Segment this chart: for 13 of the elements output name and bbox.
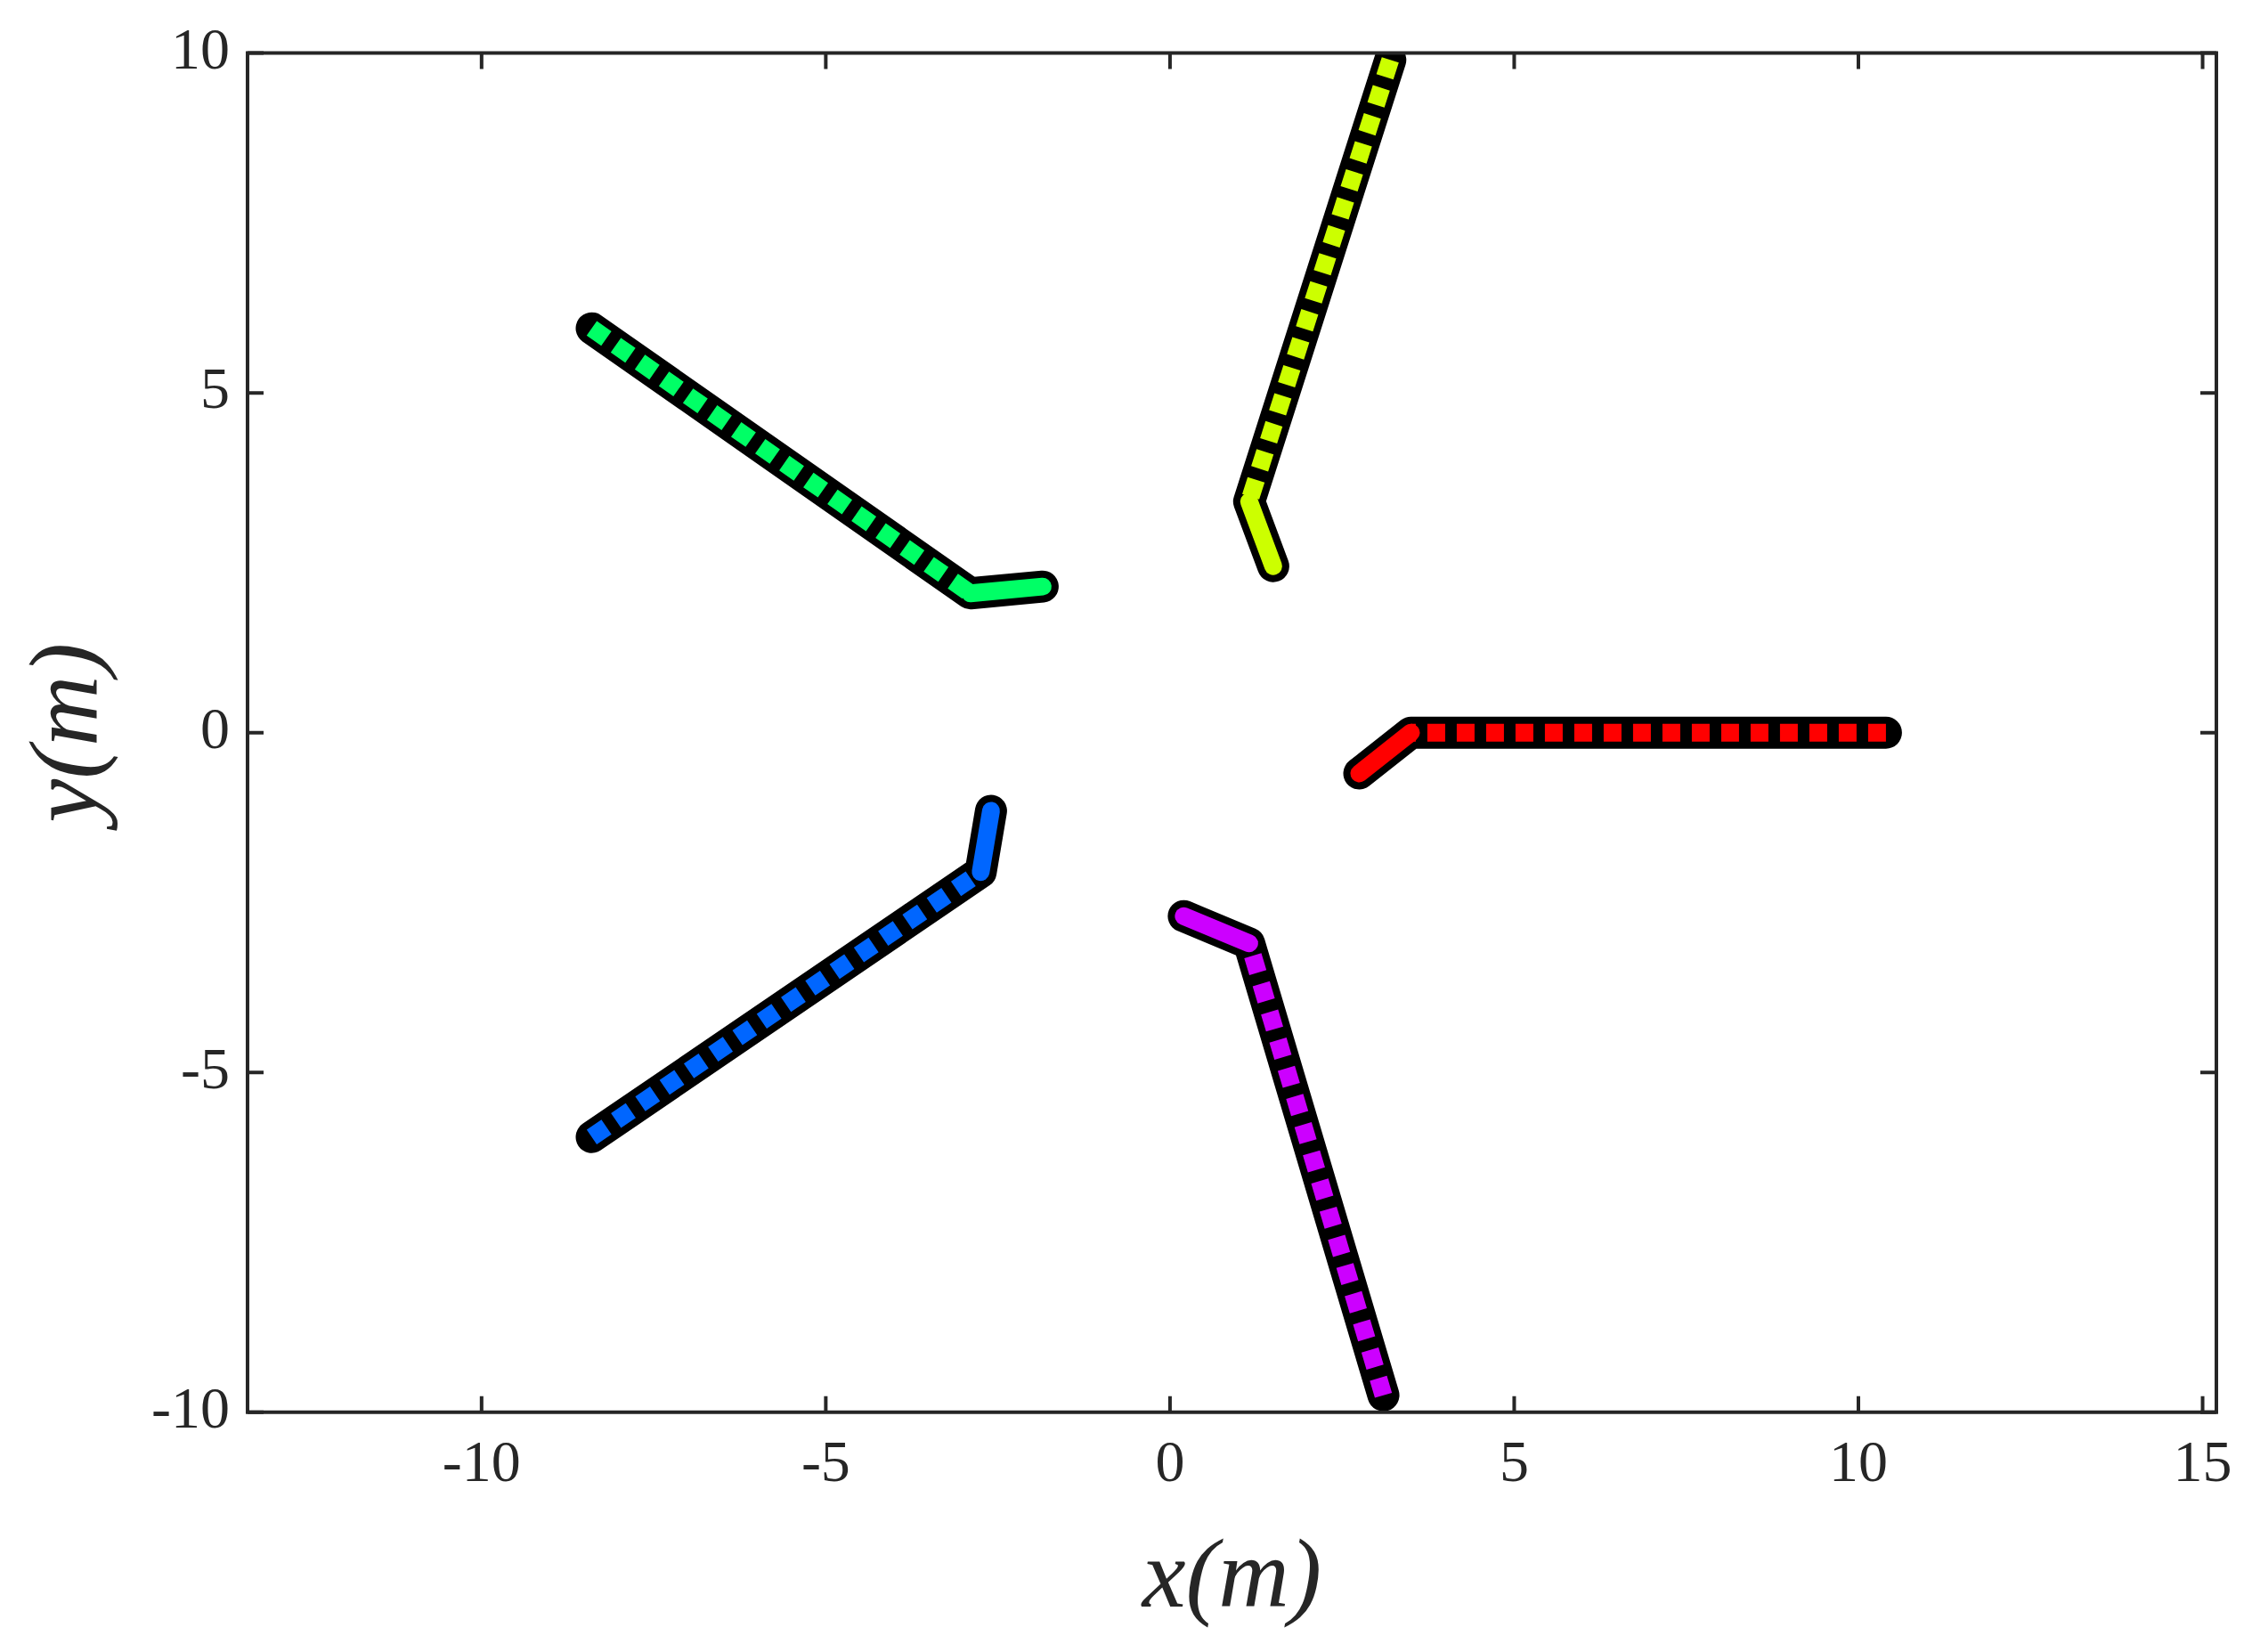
y-tick-label: 5 xyxy=(199,355,230,421)
x-tick-label: 5 xyxy=(1499,1428,1529,1493)
y-tick-label: -5 xyxy=(180,1035,230,1101)
x-tick-label: 10 xyxy=(1829,1428,1888,1493)
y-tick-label: 0 xyxy=(199,696,230,761)
y-axis-title: y(m) xyxy=(9,642,118,832)
x-tick-label: -10 xyxy=(442,1428,521,1493)
y-tick-label: -10 xyxy=(150,1375,230,1441)
x-tick-label: 0 xyxy=(1155,1428,1185,1493)
y-tick-label: 10 xyxy=(170,15,230,81)
x-tick-label: 15 xyxy=(2173,1428,2232,1493)
x-axis-title: x(m) xyxy=(1140,1518,1322,1628)
x-tick-label: -5 xyxy=(801,1428,850,1493)
